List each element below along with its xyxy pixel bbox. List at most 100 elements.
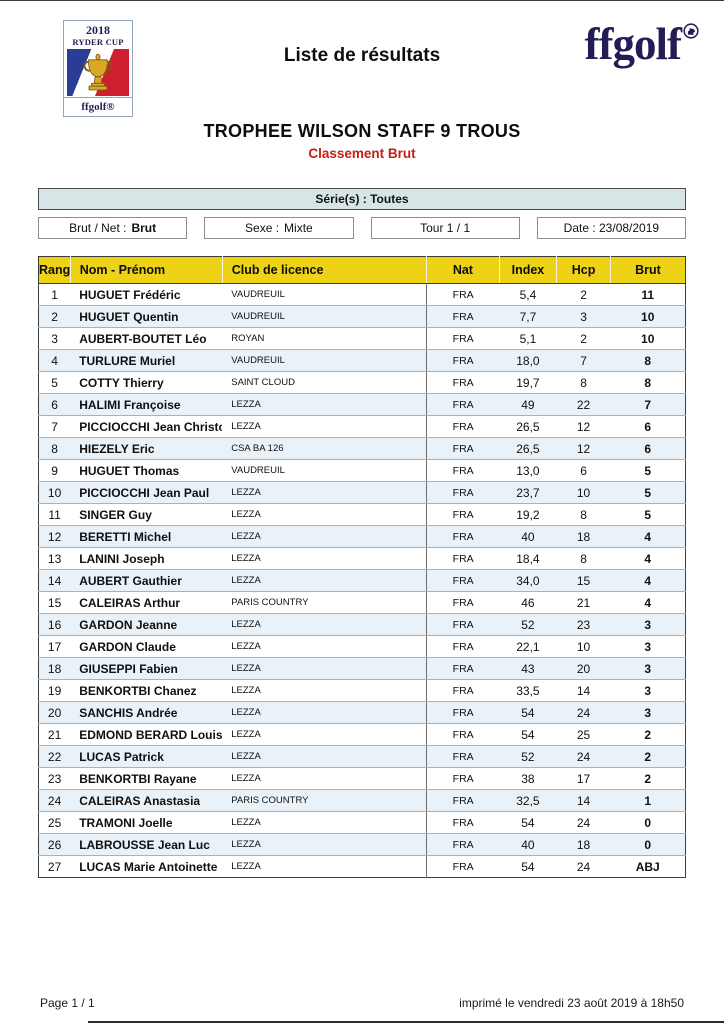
cell-nom: SANCHIS Andrée [70,701,223,724]
cell-hcp: 24 [556,701,611,724]
cell-index: 22,1 [499,635,557,658]
cell-brut: 5 [610,481,686,504]
event-title: TROPHEE WILSON STAFF 9 TROUS [203,121,521,141]
column-header-index: Index [499,256,558,284]
trophy-icon [83,53,113,90]
cell-nat: FRA [426,415,500,438]
cell-nom: BENKORTBI Chanez [70,679,223,702]
table-row: 16 GARDON Jeanne LEZZA FRA 52 23 3 [38,613,686,636]
table-row: 13 LANINI Joseph LEZZA FRA 18,4 8 4 [38,547,686,570]
cell-nom: GARDON Jeanne [70,613,223,636]
series-bar: Série(s) : Toutes [38,188,686,210]
cell-brut: 8 [610,371,686,394]
cell-index: 49 [499,393,557,416]
cell-nom: TURLURE Muriel [70,349,223,372]
cell-hcp: 7 [556,349,611,372]
cell-index: 18,4 [499,547,557,570]
cell-hcp: 6 [556,459,611,482]
table-row: 21 EDMOND BERARD Louis LEZZA FRA 54 25 2 [38,723,686,746]
cell-brut: 5 [610,503,686,526]
cell-brut: 4 [610,569,686,592]
table-row: 1 HUGUET Frédéric VAUDREUIL FRA 5,4 2 11 [38,283,686,306]
cell-nat: FRA [426,437,500,460]
cell-nat: FRA [426,679,500,702]
cell-rang: 15 [38,591,71,614]
table-row: 14 AUBERT Gauthier LEZZA FRA 34,0 15 4 [38,569,686,592]
table-row: 6 HALIMI Françoise LEZZA FRA 49 22 7 [38,393,686,416]
cell-rang: 22 [38,745,71,768]
cell-rang: 9 [38,459,71,482]
cell-index: 32,5 [499,789,557,812]
results-table: Rang Nom - Prénom Club de licence Nat In… [38,256,686,878]
cell-nom: LUCAS Marie Antoinette [79,859,218,874]
cell-brut: 7 [610,393,686,416]
filter-brut-net: Brut / Net : Brut [38,217,188,239]
table-row: 4 TURLURE Muriel VAUDREUIL FRA 18,0 7 8 [38,349,686,372]
cell-club: PARIS COUNTRY [222,591,428,614]
cell-rang: 8 [38,437,71,460]
cell-nat: FRA [426,459,500,482]
cell-nom: AUBERT Gauthier [70,569,223,592]
filter-date: Date : 23/08/2019 [536,217,686,239]
cell-brut: 3 [610,701,686,724]
cell-club: LEZZA [222,415,428,438]
table-row: 5 COTTY Thierry SAINT CLOUD FRA 19,7 8 8 [38,371,686,394]
table-body: 1 HUGUET Frédéric VAUDREUIL FRA 5,4 2 11… [38,283,686,878]
cell-hcp: 25 [556,723,611,746]
cell-nat: FRA [426,481,500,504]
filter-sexe-value: Mixte [284,221,313,235]
cell-nom: HALIMI Françoise [70,393,223,416]
cell-club: LEZZA [222,525,428,548]
cell-nom: HIEZELY Eric [70,437,223,460]
cell-nom: COTTY Thierry [70,371,223,394]
cell-hcp: 24 [556,745,611,768]
cell-club: SAINT CLOUD [222,371,428,394]
cell-brut: 4 [610,525,686,548]
page-title: Liste de résultats [283,45,441,66]
cell-hcp: 10 [556,481,611,504]
cell-brut: 2 [610,723,686,746]
cell-rang: 17 [38,635,71,658]
column-header-hcp: Hcp [556,256,611,284]
cell-index: 43 [499,657,557,680]
badge-cup-label: RYDER CUP [72,37,124,47]
cell-rang: 10 [38,481,71,504]
cell-nat: FRA [426,503,500,526]
table-row: 25 TRAMONI Joelle LEZZA FRA 54 24 0 [38,811,686,834]
cell-nom: BERETTI Michel [70,525,223,548]
cell-index: 54 [499,723,557,746]
cell-nom: CALEIRAS Arthur [70,591,223,614]
cell-nat: FRA [426,723,500,746]
cell-index: 52 [499,745,557,768]
cell-club: VAUDREUIL [222,349,428,372]
cell-nat: FRA [426,767,500,790]
cell-hcp: 23 [556,613,611,636]
filter-brut-net-value: Brut [131,221,157,235]
cell-club: LEZZA [222,745,428,768]
cell-rang: 12 [38,525,71,548]
table-row: 3 AUBERT-BOUTET Léo ROYAN FRA 5,1 2 10 [38,327,686,350]
cell-club: LEZZA [222,503,428,526]
cell-club: LEZZA [222,767,428,790]
cell-brut: 0 [610,811,686,834]
cell-nat: FRA [426,833,500,856]
cell-nom: CALEIRAS Anastasia [70,789,223,812]
cell-nat: FRA [426,635,500,658]
table-row: 12 BERETTI Michel LEZZA FRA 40 18 4 [38,525,686,548]
cell-club: VAUDREUIL [222,305,428,328]
rooster-circle-icon [683,0,699,49]
cell-brut: 3 [610,613,686,636]
cell-nom: AUBERT-BOUTET Léo [70,327,223,350]
cell-hcp: 8 [556,503,611,526]
cell-nom: SINGER Guy [70,503,223,526]
ffgolf-logo: ffgolf [585,20,699,68]
cell-rang: 5 [38,371,71,394]
table-row: 19 BENKORTBI Chanez LEZZA FRA 33,5 14 3 [38,679,686,702]
cell-brut: 4 [610,547,686,570]
cell-index: 54 [521,859,535,874]
badge-ffgolf-label: ffgolf® [64,97,132,116]
cell-rang: 7 [38,415,71,438]
cell-rang: 19 [38,679,71,702]
cell-club: LEZZA [222,701,428,724]
